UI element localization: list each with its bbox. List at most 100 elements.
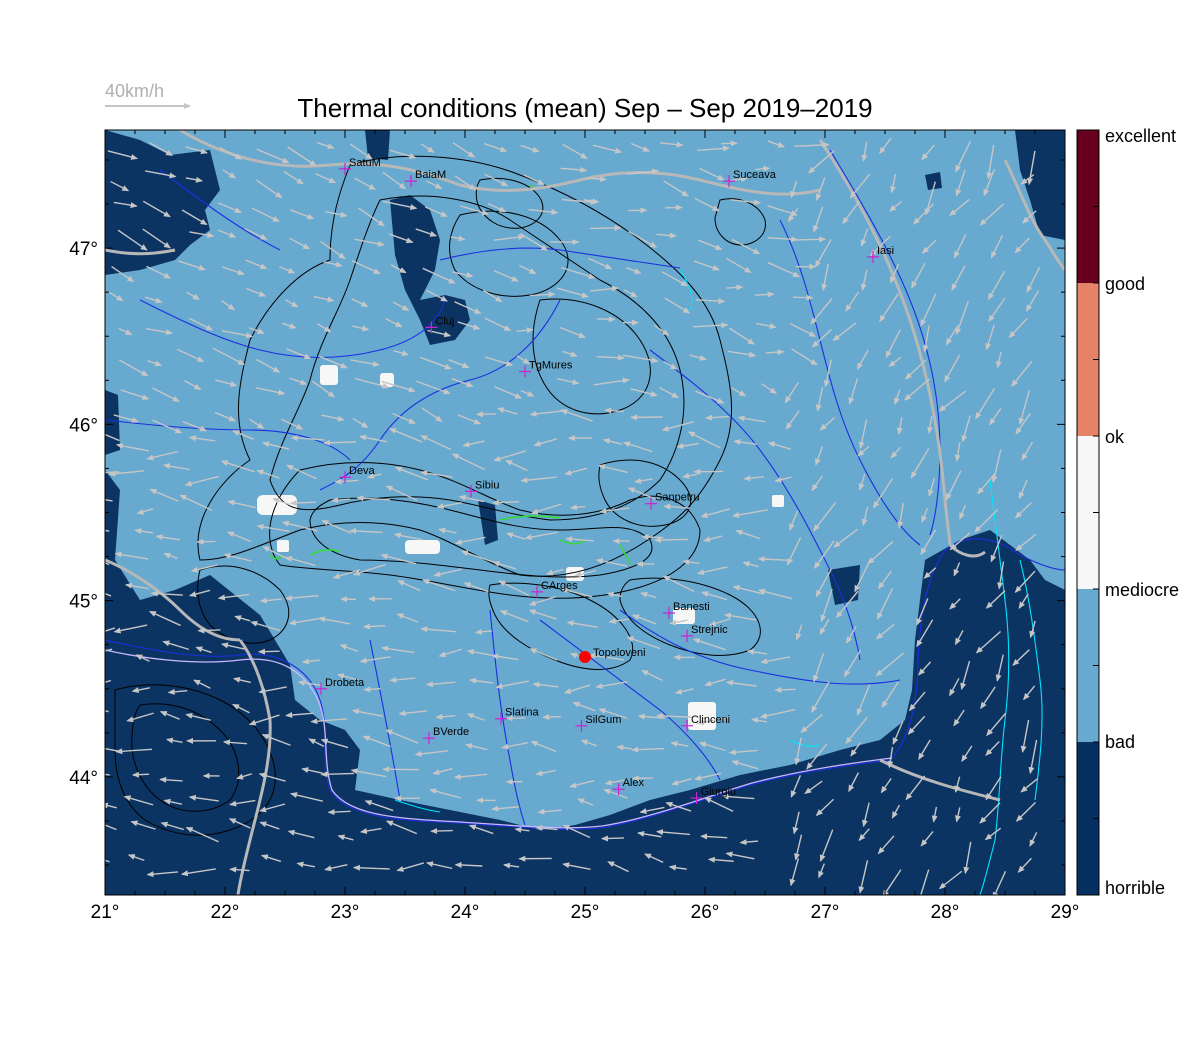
city-label: SilGum	[585, 714, 621, 726]
wind-arrow	[484, 143, 508, 153]
wind-arrow	[596, 354, 625, 361]
wind-arrow	[363, 686, 381, 693]
wind-arrow	[961, 415, 971, 443]
wind-arrow	[889, 200, 902, 212]
wind-arrow	[790, 348, 818, 366]
wind-arrow	[597, 463, 628, 474]
wind-arrow	[580, 739, 597, 747]
wind-arrow	[436, 502, 462, 510]
wind-arrow	[229, 799, 256, 807]
wind-arrow	[700, 833, 728, 840]
wind-arrow	[921, 507, 929, 523]
wind-arrow	[986, 144, 995, 180]
wind-arrow	[438, 648, 462, 658]
wind-arrow	[113, 414, 139, 423]
wind-arrow	[148, 610, 181, 627]
wind-arrow	[606, 591, 623, 598]
wind-arrow	[388, 233, 414, 244]
city-marker: Drobeta	[315, 677, 365, 695]
wind-arrow	[867, 540, 894, 565]
colorbar-label: excellent	[1105, 126, 1176, 146]
wind-arrow	[420, 434, 452, 451]
wind-arrow	[297, 679, 323, 687]
wind-arrow	[223, 553, 252, 562]
wind-arrow	[945, 324, 959, 346]
wind-arrow	[385, 729, 419, 744]
wind-arrow	[396, 862, 425, 872]
wind-arrow	[640, 591, 657, 599]
colorbar-label: good	[1105, 274, 1145, 294]
wind-arrow	[997, 561, 1005, 590]
wind-arrow	[197, 627, 221, 634]
wind-arrow	[560, 587, 593, 598]
wind-arrow	[178, 260, 206, 271]
wind-arrow	[908, 691, 926, 712]
wind-arrow	[977, 473, 996, 495]
wind-arrow	[663, 360, 678, 370]
wind-arrow	[586, 176, 607, 183]
wind-arrow	[731, 760, 759, 770]
wind-arrow	[813, 540, 835, 570]
wind-arrow	[737, 415, 766, 423]
city-label: BVerde	[433, 726, 469, 738]
wind-arrow	[882, 869, 902, 895]
wind-arrow	[134, 528, 154, 535]
wind-arrow	[219, 147, 243, 160]
wind-arrow	[244, 227, 268, 240]
wind-arrow	[598, 708, 628, 720]
wind-arrow	[356, 495, 391, 502]
wind-arrow	[723, 612, 757, 621]
wind-arrow	[258, 772, 286, 782]
wind-arrow	[560, 166, 588, 173]
wind-arrow	[288, 237, 311, 250]
wind-arrow	[350, 768, 387, 778]
wind-arrow	[420, 356, 452, 370]
wind-arrow	[288, 618, 319, 626]
lon-tick-label: 22°	[211, 902, 240, 923]
wind-arrow	[848, 772, 860, 793]
wind-arrow	[352, 864, 390, 871]
wind-arrow	[858, 473, 866, 491]
city-label: Deva	[349, 465, 376, 477]
colorbar: excellent good ok mediocre bad horrible	[1076, 126, 1179, 898]
wind-arrow	[660, 141, 684, 148]
wind-arrow	[860, 269, 868, 291]
wind-arrow	[788, 510, 799, 531]
wind-arrow	[245, 259, 268, 270]
wind-arrow	[696, 716, 730, 726]
wind-arrow	[190, 564, 218, 573]
city-label: Sibiu	[475, 479, 499, 491]
wind-arrow	[562, 143, 588, 159]
wind-arrow	[742, 561, 759, 568]
wind-arrow	[891, 804, 901, 819]
wind-arrow	[256, 524, 290, 533]
wind-arrow	[760, 656, 791, 665]
wind-arrow	[354, 177, 377, 191]
wind-arrow	[287, 829, 315, 839]
wind-arrow	[818, 863, 825, 879]
wind-arrow	[990, 534, 1003, 563]
wind-arrow	[569, 779, 595, 789]
wind-arrow	[697, 566, 728, 576]
wind-arrow	[215, 379, 238, 387]
wind-arrow	[980, 686, 996, 710]
wind-arrow	[564, 467, 588, 476]
wind-arrow	[136, 508, 154, 515]
wind-arrow	[458, 494, 485, 503]
wind-arrow	[179, 494, 213, 511]
wind-arrow	[800, 713, 823, 733]
wind-arrow	[529, 291, 556, 298]
wind-arrow	[600, 835, 624, 842]
wind-arrow	[661, 421, 695, 432]
wind-arrow	[249, 418, 265, 429]
wind-arrow	[907, 715, 926, 735]
wind-arrow	[188, 435, 216, 442]
wind-arrow	[323, 261, 343, 268]
wind-arrow	[1020, 174, 1035, 185]
wind-arrow	[284, 594, 319, 602]
horrible-zone-north-small	[365, 130, 390, 160]
wind-arrow	[323, 439, 356, 446]
lon-tick-label: 29°	[1051, 902, 1080, 923]
wind-arrow	[1020, 778, 1038, 793]
city-label: Strejnic	[691, 624, 728, 636]
